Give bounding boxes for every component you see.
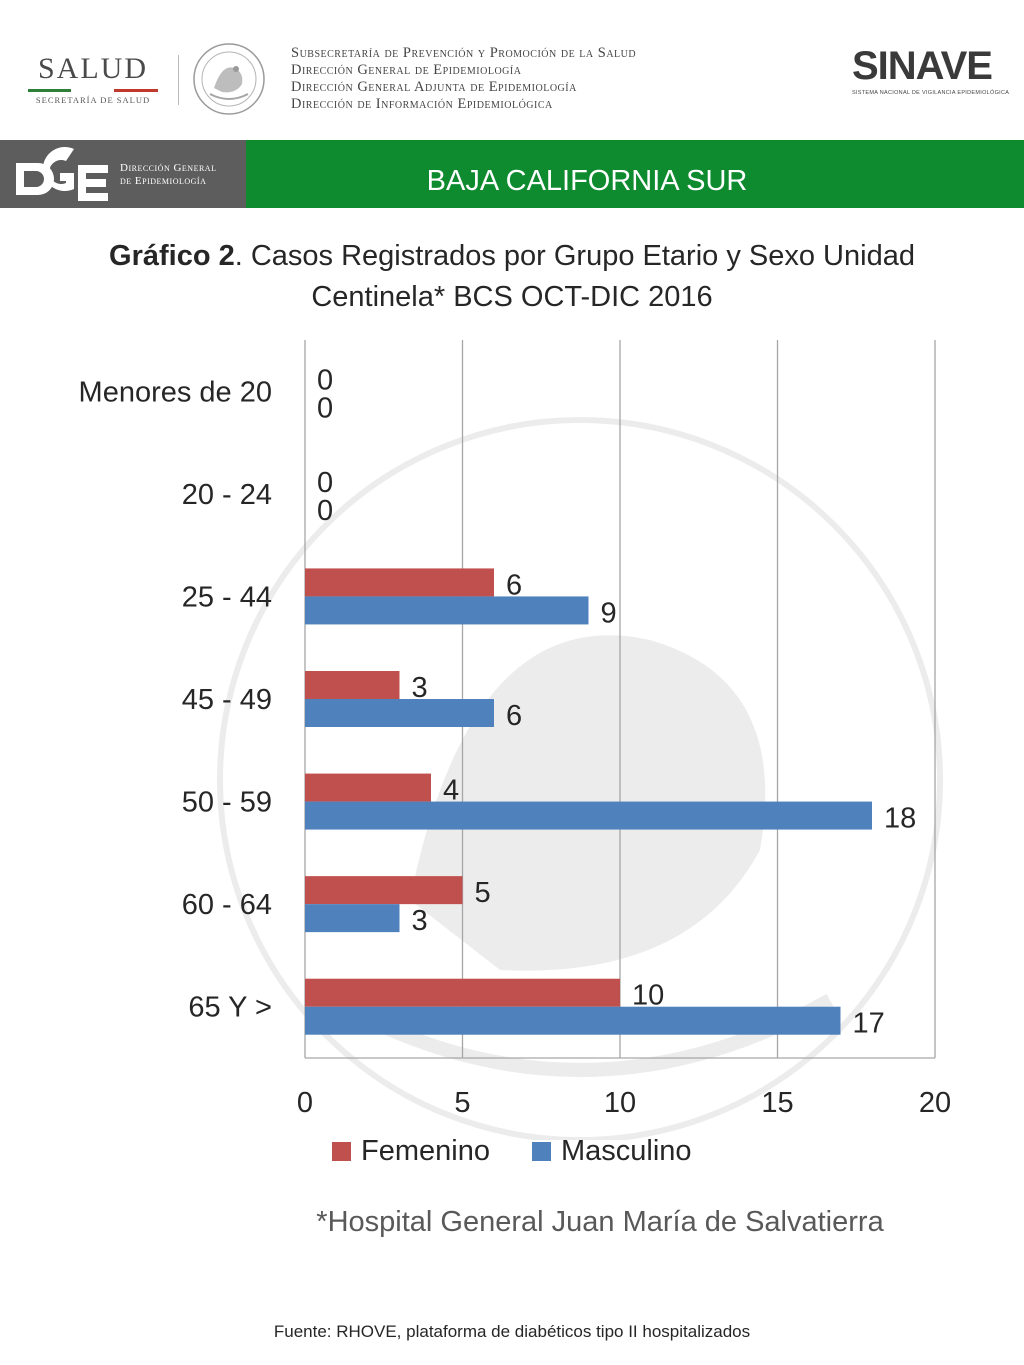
header: SALUD SECRETARÍA DE SALUD Subsecretaría … xyxy=(0,0,1024,135)
category-label: Menores de 20 xyxy=(79,376,272,408)
x-tick-label: 5 xyxy=(454,1087,470,1119)
sinave-logo: SINAVE SISTEMA NACIONAL DE VIGILANCIA EP… xyxy=(852,44,1009,104)
chart-title-rest: . Casos Registrados por Grupo Etario y S… xyxy=(234,240,915,313)
dge-text: Dirección General de Epidemiología xyxy=(120,162,216,188)
legend-swatch xyxy=(332,1142,351,1161)
source-note: Fuente: RHOVE, plataforma de diabéticos … xyxy=(273,1322,751,1341)
legend-swatch xyxy=(532,1142,551,1161)
category-label: 20 - 24 xyxy=(182,479,272,511)
bar-masculino xyxy=(305,596,589,625)
chart-title: Gráfico 2. Casos Registrados por Grupo E… xyxy=(40,236,984,318)
subsecretaria-line: Dirección General de Epidemiología xyxy=(291,62,522,78)
state-name: BAJA CALIFORNIA SUR xyxy=(426,165,748,197)
salud-logo-text: SALUD xyxy=(37,52,148,85)
x-tick-label: 10 xyxy=(604,1087,636,1119)
data-label: 9 xyxy=(601,597,617,629)
data-label: 0 xyxy=(317,392,333,424)
category-label: 60 - 64 xyxy=(182,889,272,921)
data-label: 4 xyxy=(443,775,459,807)
bar-femenino xyxy=(305,568,494,597)
subsecretaria-line: Dirección de Información Epidemiológica xyxy=(291,96,553,112)
bar-femenino xyxy=(305,978,620,1007)
data-label: 0 xyxy=(317,467,333,499)
x-tick-label: 15 xyxy=(761,1087,793,1119)
data-label: 5 xyxy=(475,877,491,909)
sinave-logo-subtitle: SISTEMA NACIONAL DE VIGILANCIA EPIDEMIOL… xyxy=(852,90,1010,96)
bar-masculino xyxy=(305,1006,841,1035)
subsecretaria-line: Subsecretaría de Prevención y Promoción … xyxy=(291,45,637,61)
data-label: 0 xyxy=(317,495,333,527)
x-tick-label: 0 xyxy=(297,1087,313,1119)
footnote: *Hospital General Juan María de Salvatie… xyxy=(316,1206,884,1238)
bar-masculino xyxy=(305,699,494,727)
data-label: 6 xyxy=(506,569,522,601)
salud-logo-stripe xyxy=(28,89,158,92)
header-divider xyxy=(178,55,179,105)
legend-label: Femenino xyxy=(361,1135,490,1167)
x-tick-label: 20 xyxy=(919,1087,951,1119)
salud-logo-subtitle: SECRETARÍA DE SALUD xyxy=(35,95,151,105)
category-label: 50 - 59 xyxy=(182,787,272,819)
dge-text-line: de Epidemiología xyxy=(120,175,207,187)
category-label: 45 - 49 xyxy=(182,684,272,716)
bar-masculino xyxy=(305,801,872,830)
category-label: 65 Y > xyxy=(188,992,272,1024)
data-label: 3 xyxy=(412,905,428,937)
data-label: 6 xyxy=(506,700,522,732)
sinave-logo-text: SINAVE xyxy=(852,44,993,88)
data-label: 3 xyxy=(412,672,428,704)
mexico-seal-icon xyxy=(193,43,265,115)
bar-femenino xyxy=(305,876,463,905)
chart-title-bold: Gráfico 2 xyxy=(109,240,235,272)
salud-logo: SALUD SECRETARÍA DE SALUD xyxy=(28,52,158,105)
data-label: 18 xyxy=(884,803,916,835)
legend-label: Masculino xyxy=(561,1135,692,1167)
data-label: 17 xyxy=(853,1008,885,1040)
dge-text-line: Dirección General xyxy=(120,162,217,174)
dge-logo-icon xyxy=(16,147,108,201)
dge-block xyxy=(0,140,246,208)
bar-femenino xyxy=(305,671,400,699)
bar-femenino xyxy=(305,773,431,802)
bar-masculino xyxy=(305,904,400,933)
subsecretaria-text: Subsecretaría de Prevención y Promoción … xyxy=(291,45,636,113)
data-label: 10 xyxy=(632,980,664,1012)
category-label: 25 - 44 xyxy=(182,581,272,613)
subsecretaria-line: Dirección General Adjunta de Epidemiolog… xyxy=(291,79,577,95)
data-label: 0 xyxy=(317,364,333,396)
